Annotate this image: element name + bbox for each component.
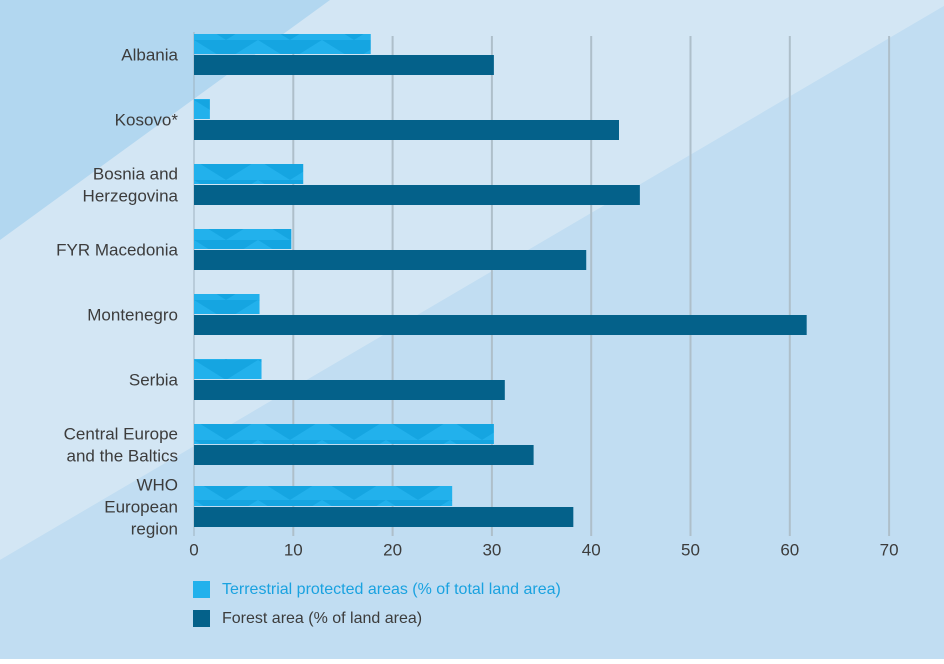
category-label: Albania — [121, 46, 178, 65]
x-tick-label: 10 — [284, 540, 303, 559]
category-label-line: Herzegovina — [83, 187, 179, 206]
x-tick-label: 40 — [582, 540, 601, 559]
x-tick-label: 30 — [482, 540, 501, 559]
category-label-line: and the Baltics — [66, 447, 178, 466]
bar-protected-areas — [194, 164, 304, 184]
category-label: Central Europe and the Baltics — [64, 425, 178, 466]
bar-protected-areas — [194, 99, 210, 119]
bar-protected-areas — [194, 34, 371, 54]
legend-swatch-forest-area — [193, 610, 210, 627]
bars — [194, 34, 807, 527]
bar-forest-area — [194, 380, 505, 400]
category-label: FYR Macedonia — [56, 241, 178, 260]
legend-swatch-protected-areas — [193, 581, 210, 598]
x-tick-label: 50 — [681, 540, 700, 559]
bar-forest-area — [194, 55, 494, 75]
category-label-line: Serbia — [129, 371, 179, 390]
x-tick-label: 0 — [189, 540, 198, 559]
bar-protected-areas — [194, 486, 453, 506]
bar-forest-area — [194, 507, 574, 527]
category-label: Montenegro — [87, 306, 178, 325]
category-label: Serbia — [129, 371, 179, 390]
category-label-line: FYR Macedonia — [56, 241, 178, 260]
category-label-line: region — [131, 520, 178, 539]
x-axis-ticks: 0 10 20 30 40 50 60 70 — [189, 540, 898, 559]
bar-protected-areas — [194, 424, 494, 444]
x-tick-label: 60 — [780, 540, 799, 559]
category-label-line: Montenegro — [87, 306, 178, 325]
category-label-line: Central Europe — [64, 425, 178, 444]
category-label: WHO European region — [104, 476, 178, 539]
category-label-line: Albania — [121, 46, 178, 65]
bar-forest-area — [194, 445, 534, 465]
category-label-line: WHO — [136, 476, 178, 495]
x-tick-label: 20 — [383, 540, 402, 559]
legend-label-protected-areas: Terrestrial protected areas (% of total … — [222, 581, 561, 598]
category-label: Kosovo* — [115, 111, 179, 130]
bar-forest-area — [194, 315, 807, 335]
bar-protected-areas — [194, 294, 260, 314]
category-label-line: Kosovo* — [115, 111, 179, 130]
bar-forest-area — [194, 185, 640, 205]
category-label: Bosnia and Herzegovina — [83, 165, 179, 206]
bar-forest-area — [194, 250, 587, 270]
x-tick-label: 70 — [880, 540, 899, 559]
bar-protected-areas — [194, 359, 262, 379]
category-label-line: Bosnia and — [93, 165, 178, 184]
category-label-line: European — [104, 498, 178, 517]
category-labels: Albania Kosovo* Bosnia and Herzegovina FYR M… — [56, 46, 178, 539]
legend: Terrestrial protected areas (% of total … — [193, 581, 561, 627]
bar-protected-areas — [194, 229, 292, 249]
bar-forest-area — [194, 120, 620, 140]
legend-label-forest-area: Forest area (% of land area) — [222, 610, 422, 627]
